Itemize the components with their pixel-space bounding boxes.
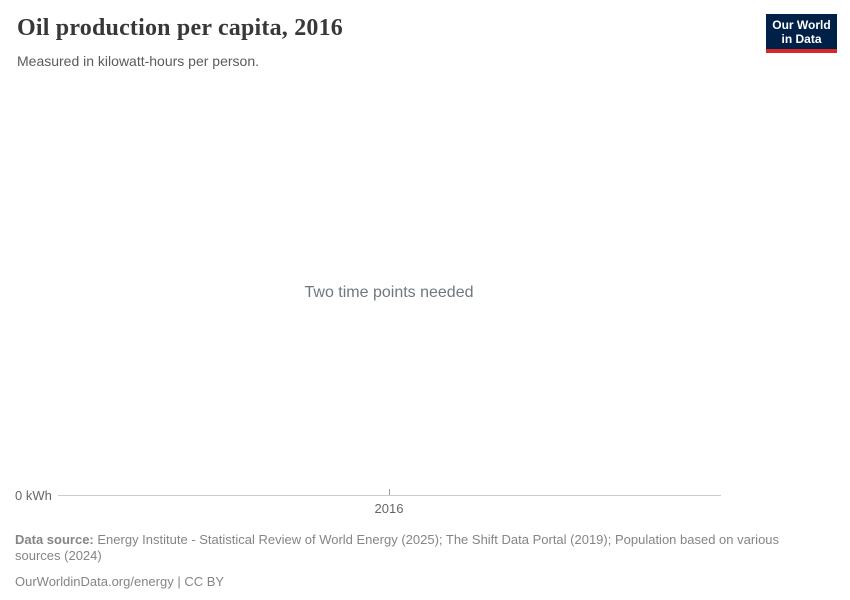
x-axis-tick-label: 2016: [374, 501, 404, 516]
chart-subtitle: Measured in kilowatt-hours per person.: [17, 53, 260, 69]
chart-footer: Data source: Energy Institute - Statisti…: [15, 532, 821, 590]
chart-title: Oil production per capita, 2016: [17, 15, 344, 41]
data-source-line: Data source: Energy Institute - Statisti…: [15, 532, 821, 565]
y-axis-zero-label: 0 kWh: [15, 488, 52, 503]
logo-line1: Our World: [772, 17, 831, 32]
data-source-text[interactable]: Energy Institute - Statistical Review of…: [15, 532, 780, 564]
empty-state-message: Two time points needed: [304, 284, 474, 301]
owid-logo[interactable]: Our World in Data: [766, 14, 837, 53]
citation-line[interactable]: OurWorldinData.org/energy | CC BY: [15, 573, 225, 589]
logo-line2: in Data: [781, 31, 822, 46]
x-axis-tick: [389, 489, 390, 495]
data-source-label: Data source:: [15, 532, 94, 547]
x-axis-line: [58, 495, 721, 496]
